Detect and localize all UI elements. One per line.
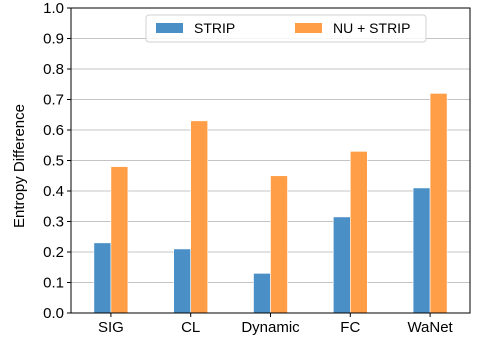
x-tick-label: CL (181, 319, 200, 336)
legend-label-strip: STRIP (194, 20, 235, 36)
bar-nu-strip-cl (190, 120, 208, 314)
bar-strip-sig (93, 242, 112, 314)
y-tick-label: 0.0 (43, 305, 64, 322)
y-tick-label: 0.3 (43, 214, 64, 231)
bar-nu-strip-wanet (429, 93, 448, 314)
y-tick-label: 0.4 (43, 183, 64, 200)
bar-strip-wanet (412, 187, 431, 314)
y-tick-label: 0.1 (43, 275, 64, 292)
legend-swatch-strip (156, 23, 183, 33)
y-axis-label: Entropy Difference (11, 104, 28, 228)
x-tick-label: FC (340, 319, 360, 336)
legend-label-nu-strip: NU + STRIP (333, 20, 410, 36)
legend-box (145, 14, 427, 43)
y-tick-label: 0.7 (43, 92, 64, 109)
y-axis: 0.0 0.1 0.2 0.3 0.4 0.5 0.6 0.7 0.8 0.9 1.0 (43, 0, 71, 322)
x-axis: SIG CL Dynamic FC WaNet (98, 313, 454, 336)
legend: STRIP NU + STRIP (145, 14, 427, 43)
bar-nu-strip-sig (110, 166, 129, 314)
y-tick-label: 0.5 (43, 153, 64, 170)
x-tick-label: WaNet (407, 319, 453, 336)
bar-nu-strip-fc (349, 151, 368, 314)
bar-strip-dynamic (253, 273, 271, 314)
bars (93, 93, 448, 314)
y-tick-label: 0.6 (43, 122, 64, 139)
bar-nu-strip-dynamic (270, 175, 288, 314)
bar-strip-fc (332, 216, 351, 314)
bar-strip-cl (173, 248, 191, 314)
y-tick-label: 0.8 (43, 61, 64, 78)
y-tick-label: 0.2 (43, 244, 64, 261)
y-tick-label: 0.9 (43, 31, 64, 48)
x-tick-label: SIG (98, 319, 124, 336)
x-tick-label: Dynamic (241, 319, 300, 336)
legend-swatch-nu-strip (295, 23, 322, 33)
y-tick-label: 1.0 (43, 0, 64, 17)
